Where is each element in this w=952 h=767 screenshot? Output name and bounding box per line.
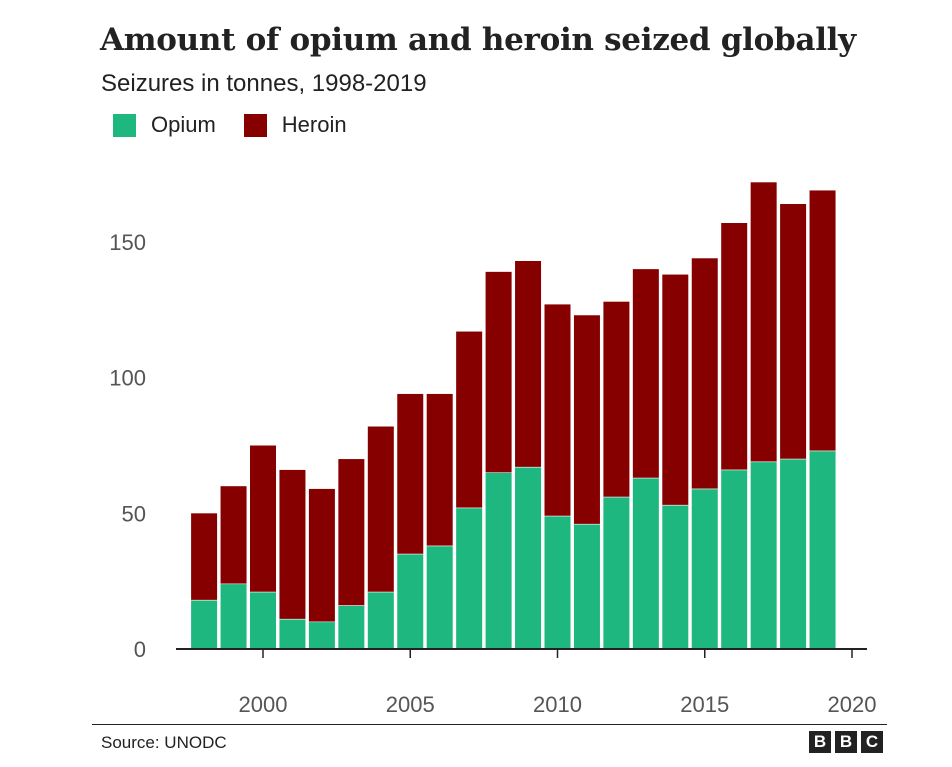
bar-heroin-2016: [721, 223, 748, 470]
bar-heroin-2005: [397, 393, 424, 555]
bar-heroin-1999: [220, 486, 247, 584]
bar-heroin-2017: [750, 182, 777, 462]
chart-subtitle: Seizures in tonnes, 1998-2019: [101, 70, 427, 97]
y-tick-label-50: 50: [122, 501, 146, 526]
bbc-logo-letter: C: [861, 731, 883, 753]
bar-heroin-2007: [456, 331, 483, 508]
bar-heroin-2008: [485, 271, 512, 473]
legend-swatch-opium: [113, 113, 136, 137]
legend-item-heroin: Heroin: [243, 112, 347, 138]
bar-heroin-2001: [279, 469, 306, 620]
x-tick-label-2015: 2015: [680, 692, 729, 717]
legend-swatch-heroin: [243, 113, 267, 137]
y-tick-label-150: 150: [109, 230, 146, 255]
bar-opium-2017: [750, 461, 777, 649]
x-tick-label-2020: 2020: [828, 692, 877, 717]
chart-title: Amount of opium and heroin seized global…: [100, 22, 856, 58]
bar-heroin-2013: [632, 269, 659, 479]
bar-opium-2006: [426, 545, 453, 649]
bar-opium-2004: [367, 592, 394, 649]
legend-item-opium: Opium: [113, 112, 216, 138]
bar-opium-2009: [515, 467, 542, 649]
bar-heroin-2011: [573, 315, 600, 525]
bbc-logo: B B C: [809, 731, 883, 753]
x-axis: 2000 2005 2010 2015 2020: [176, 648, 877, 717]
bar-opium-2016: [721, 469, 748, 649]
y-tick-label-0: 0: [134, 637, 146, 662]
y-axis-ticks: 0 50 100 150: [109, 230, 146, 662]
bar-opium-2013: [632, 478, 659, 649]
legend-label-opium: Opium: [151, 112, 216, 137]
bar-heroin-2014: [662, 274, 689, 506]
x-tick-label-2005: 2005: [386, 692, 435, 717]
bar-opium-1998: [191, 600, 218, 649]
bbc-logo-letter: B: [835, 731, 857, 753]
bar-heroin-2010: [544, 304, 571, 517]
bar-heroin-2009: [515, 260, 542, 468]
bar-opium-2015: [691, 488, 718, 649]
bar-opium-1999: [220, 583, 247, 649]
bar-heroin-2000: [250, 445, 276, 593]
x-tick-label-2000: 2000: [239, 692, 288, 717]
bars-group: [191, 182, 836, 649]
bar-heroin-2006: [426, 393, 453, 546]
bar-heroin-2003: [338, 459, 365, 606]
source-note: Source: UNODC: [101, 733, 227, 752]
bar-heroin-2012: [603, 301, 630, 498]
bar-opium-2001: [279, 619, 306, 649]
bar-opium-2012: [603, 497, 630, 649]
x-tick-label-2010: 2010: [533, 692, 582, 717]
bbc-logo-letter: B: [809, 731, 831, 753]
bar-heroin-1998: [191, 513, 218, 601]
bar-heroin-2018: [780, 204, 807, 460]
bar-opium-2010: [544, 516, 571, 649]
bar-opium-2007: [456, 507, 483, 649]
bar-opium-2008: [485, 472, 512, 649]
bar-heroin-2015: [691, 258, 718, 489]
bar-opium-2000: [250, 592, 276, 649]
bar-opium-2005: [397, 554, 424, 649]
bar-heroin-2004: [367, 426, 394, 593]
bar-opium-2018: [780, 459, 807, 649]
y-tick-label-100: 100: [109, 366, 146, 391]
bar-opium-2019: [809, 450, 836, 649]
bar-heroin-2019: [809, 190, 836, 451]
bar-opium-2003: [338, 605, 365, 649]
legend-label-heroin: Heroin: [281, 112, 347, 137]
bar-opium-2014: [662, 505, 689, 649]
footer-divider: [92, 724, 887, 725]
bar-heroin-2002: [308, 488, 335, 622]
bar-opium-2011: [573, 524, 600, 649]
bar-opium-2002: [308, 621, 335, 649]
legend: Opium Heroin: [113, 112, 375, 138]
